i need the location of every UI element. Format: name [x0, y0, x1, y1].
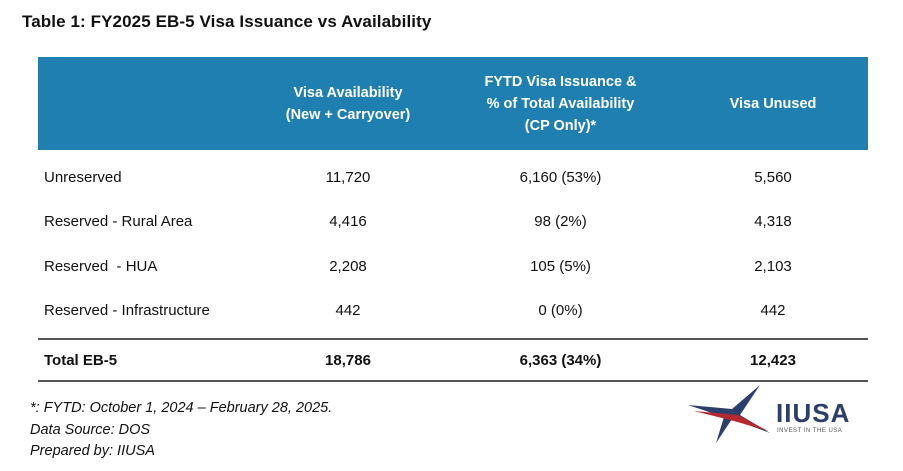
total-issuance: 6,363 (34%): [519, 351, 602, 369]
unused-cell: 5,560: [754, 168, 792, 186]
issuance-cell: 6,160 (53%): [519, 168, 602, 186]
availability-cell: 2,208: [329, 257, 367, 275]
row-label: Reserved - Infrastructure: [44, 302, 210, 320]
header-visa-unused: Visa Unused: [729, 95, 817, 112]
table-row: Reserved - HUA 2,208 105 (5%) 2,103: [38, 244, 868, 289]
total-unused: 12,423: [750, 351, 796, 369]
unused-cell: 442: [760, 302, 786, 320]
table-row: Reserved - Rural Area 4,416 98 (2%) 4,31…: [38, 200, 868, 245]
iiusa-logo: [688, 385, 770, 443]
unused-cell: 4,318: [754, 213, 792, 231]
header-visa-availability: Visa Availability (New + Carryover): [285, 84, 411, 123]
availability-cell: 4,416: [329, 213, 367, 231]
footnote-fytd: *: FYTD: October 1, 2024 – February 28, …: [30, 400, 333, 416]
footnotes: *: FYTD: October 1, 2024 – February 28, …: [30, 398, 332, 463]
issuance-cell: 0 (0%): [538, 302, 583, 320]
row-label: Unreserved: [44, 168, 122, 186]
total-row: Total EB-5 18,786 6,363 (34%) 12,423: [38, 338, 868, 382]
table-row: Unreserved 11,720 6,160 (53%) 5,560: [38, 155, 868, 200]
table-row: Reserved - Infrastructure 442 0 (0%) 442: [38, 289, 868, 334]
footnote-source: Data Source: DOS: [30, 421, 151, 438]
row-label: Reserved - Rural Area: [44, 213, 193, 231]
logo-star-icon: [688, 385, 770, 443]
table-title: Table 1: FY2025 EB-5 Visa Issuance vs Av…: [22, 12, 432, 31]
header-blank: [38, 57, 253, 150]
row-label: Reserved - HUA: [44, 257, 158, 275]
availability-cell: 442: [335, 302, 361, 320]
logo-text: IIUSA: [776, 398, 851, 428]
logo-swoosh-icon: [694, 411, 768, 431]
logo-subtext: INVEST IN THE USA: [777, 428, 843, 434]
table-header: Visa Availability (New + Carryover) FYTD …: [38, 57, 868, 150]
availability-cell: 11,720: [325, 168, 371, 186]
header-fytd-issuance: FYTD Visa Issuance &% of Total Availabil…: [484, 73, 637, 134]
total-label: Total EB-5: [44, 351, 118, 369]
footnote-prepared: Prepared by: IIUSA: [30, 443, 155, 459]
issuance-cell: 105 (5%): [530, 257, 591, 275]
issuance-cell: 98 (2%): [534, 213, 587, 231]
data-table: Visa Availability (New + Carryover) FYTD …: [38, 57, 868, 382]
total-availability: 18,786: [325, 351, 371, 369]
unused-cell: 2,103: [754, 257, 792, 275]
